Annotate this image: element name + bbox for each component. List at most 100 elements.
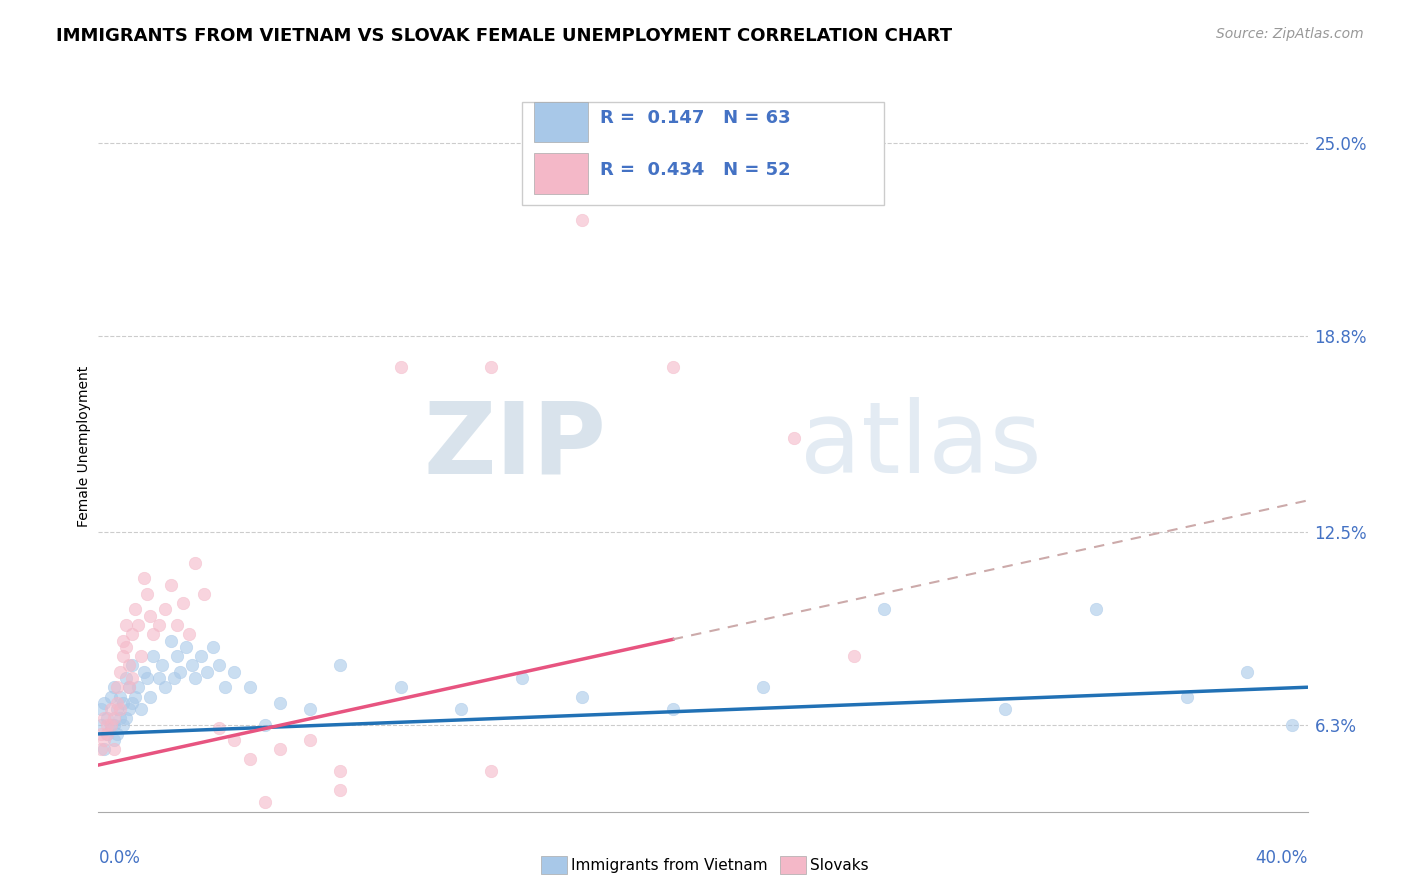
Point xyxy=(103,733,125,747)
Point xyxy=(1085,602,1108,616)
Text: Immigrants from Vietnam: Immigrants from Vietnam xyxy=(571,858,768,872)
Point xyxy=(127,618,149,632)
Point xyxy=(239,680,262,694)
Point xyxy=(142,649,165,664)
Point xyxy=(139,690,162,704)
Point xyxy=(105,696,128,710)
Point xyxy=(124,602,146,616)
Point xyxy=(93,696,115,710)
Point xyxy=(114,711,136,725)
Point xyxy=(103,680,125,694)
Point xyxy=(121,658,143,673)
Point xyxy=(150,658,173,673)
Point xyxy=(169,665,191,679)
Point xyxy=(873,602,896,616)
Point xyxy=(752,680,775,694)
Point xyxy=(481,764,503,779)
Point xyxy=(299,733,322,747)
Point xyxy=(224,665,246,679)
Point xyxy=(174,640,197,654)
Point xyxy=(132,665,155,679)
Point xyxy=(783,431,806,445)
Point xyxy=(166,649,188,664)
Point xyxy=(100,717,122,731)
Point xyxy=(510,671,533,685)
Point xyxy=(121,671,143,685)
Point xyxy=(160,633,183,648)
Point xyxy=(1281,717,1303,731)
Point xyxy=(135,587,157,601)
Point xyxy=(90,702,112,716)
Point xyxy=(108,711,131,725)
FancyBboxPatch shape xyxy=(534,103,588,143)
Point xyxy=(160,577,183,591)
Point xyxy=(132,571,155,585)
Point xyxy=(179,627,201,641)
Text: atlas: atlas xyxy=(800,398,1042,494)
Point xyxy=(111,717,134,731)
Point xyxy=(114,640,136,654)
Point xyxy=(253,717,276,731)
Point xyxy=(994,702,1017,716)
Point xyxy=(172,596,194,610)
Point xyxy=(108,702,131,716)
Point xyxy=(114,671,136,685)
Point xyxy=(139,608,162,623)
Point xyxy=(90,742,112,756)
Point xyxy=(181,658,204,673)
Point xyxy=(153,602,176,616)
Point xyxy=(96,711,118,725)
Point xyxy=(571,213,593,227)
Point xyxy=(208,721,231,735)
Point xyxy=(90,717,112,731)
Text: Source: ZipAtlas.com: Source: ZipAtlas.com xyxy=(1216,27,1364,41)
Point xyxy=(105,727,128,741)
Point xyxy=(299,702,322,716)
Text: R =  0.147   N = 63: R = 0.147 N = 63 xyxy=(600,110,790,128)
Point xyxy=(1175,690,1198,704)
Point xyxy=(103,711,125,725)
Text: Slovaks: Slovaks xyxy=(810,858,869,872)
Point xyxy=(450,702,472,716)
Point xyxy=(481,359,503,374)
Point xyxy=(100,717,122,731)
Point xyxy=(153,680,176,694)
Point xyxy=(184,671,207,685)
Point xyxy=(93,711,115,725)
Point xyxy=(127,680,149,694)
Point xyxy=(105,680,128,694)
Point xyxy=(96,727,118,741)
Point xyxy=(100,690,122,704)
Point xyxy=(208,658,231,673)
Point xyxy=(844,649,866,664)
Point xyxy=(193,587,215,601)
Point xyxy=(121,627,143,641)
Point xyxy=(93,733,115,747)
Point xyxy=(148,671,170,685)
FancyBboxPatch shape xyxy=(534,153,588,194)
Point xyxy=(253,796,276,810)
Point xyxy=(118,680,141,694)
Point xyxy=(224,733,246,747)
Point xyxy=(269,742,291,756)
Point xyxy=(129,702,152,716)
Point xyxy=(111,696,134,710)
Point xyxy=(571,690,593,704)
Point xyxy=(90,727,112,741)
Point xyxy=(142,627,165,641)
Point xyxy=(163,671,186,685)
Point xyxy=(105,702,128,716)
Point xyxy=(103,717,125,731)
Y-axis label: Female Unemployment: Female Unemployment xyxy=(77,366,91,526)
Point xyxy=(96,717,118,731)
Point xyxy=(389,359,412,374)
Point xyxy=(389,680,412,694)
Point xyxy=(202,640,225,654)
Point xyxy=(184,556,207,570)
Point xyxy=(329,783,352,797)
Point xyxy=(195,665,218,679)
Point xyxy=(662,359,685,374)
Point xyxy=(329,658,352,673)
Point xyxy=(118,658,141,673)
Point xyxy=(108,665,131,679)
